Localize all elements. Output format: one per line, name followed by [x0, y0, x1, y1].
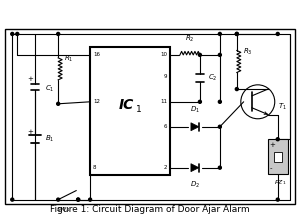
Circle shape: [218, 53, 221, 56]
Circle shape: [11, 32, 14, 35]
Text: +: +: [270, 142, 276, 148]
Text: 16: 16: [93, 52, 100, 57]
Text: 6: 6: [164, 124, 167, 129]
Circle shape: [218, 166, 221, 169]
Circle shape: [235, 32, 238, 35]
Circle shape: [276, 138, 279, 141]
Polygon shape: [191, 164, 199, 172]
Circle shape: [11, 198, 14, 201]
Circle shape: [276, 198, 279, 201]
Circle shape: [198, 100, 201, 103]
Text: D$_1$: D$_1$: [190, 105, 200, 115]
Circle shape: [276, 32, 279, 35]
Text: 11: 11: [160, 99, 167, 104]
Text: Figure 1: Circuit Diagram of Door Ajar Alarm: Figure 1: Circuit Diagram of Door Ajar A…: [50, 205, 250, 214]
Bar: [5, 29, 295, 204]
Text: 8: 8: [93, 165, 97, 170]
Circle shape: [218, 100, 221, 103]
Circle shape: [198, 53, 201, 56]
Text: +: +: [27, 129, 33, 135]
Bar: [274, 152, 282, 162]
Text: 1: 1: [136, 105, 142, 114]
Circle shape: [88, 198, 92, 201]
Text: 10: 10: [160, 52, 167, 57]
Text: 2: 2: [164, 165, 167, 170]
Circle shape: [57, 32, 60, 35]
Circle shape: [218, 32, 221, 35]
Circle shape: [16, 32, 19, 35]
Text: C$_2$: C$_2$: [208, 73, 218, 84]
Polygon shape: [191, 123, 199, 131]
Text: R$_3$: R$_3$: [243, 46, 253, 57]
Circle shape: [57, 198, 60, 201]
Text: 12: 12: [93, 99, 100, 104]
Text: +: +: [27, 76, 33, 82]
Text: D$_2$: D$_2$: [190, 180, 200, 190]
Circle shape: [76, 198, 80, 201]
Circle shape: [76, 198, 80, 201]
Text: T$_1$: T$_1$: [278, 102, 287, 112]
Bar: [90, 47, 170, 175]
Text: IC: IC: [118, 98, 134, 112]
Text: R$_1$: R$_1$: [64, 54, 74, 64]
Text: R$_2$: R$_2$: [185, 34, 195, 44]
Circle shape: [57, 102, 60, 105]
Text: SW$_1$: SW$_1$: [56, 205, 70, 214]
Circle shape: [235, 88, 238, 90]
Text: -: -: [270, 165, 272, 171]
Text: 9: 9: [164, 74, 167, 79]
Circle shape: [235, 32, 238, 35]
Text: B$_1$: B$_1$: [45, 134, 55, 144]
Circle shape: [218, 125, 221, 128]
Text: PZ$_1$: PZ$_1$: [274, 178, 286, 187]
Bar: [268, 139, 288, 174]
Text: C$_1$: C$_1$: [45, 84, 55, 94]
